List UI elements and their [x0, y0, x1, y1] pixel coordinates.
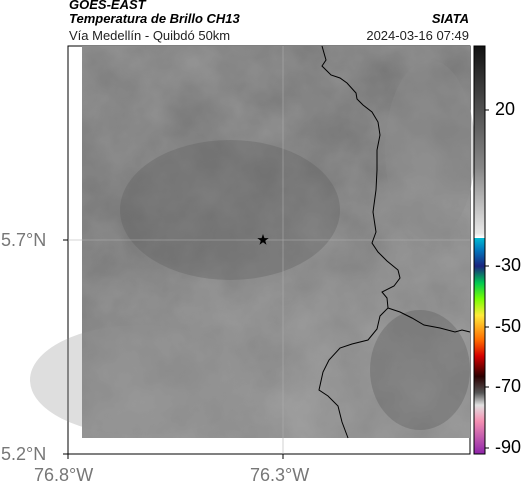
- timestamp-label: 2024-03-16 07:49: [366, 28, 469, 43]
- product-title: Temperatura de Brillo CH13: [69, 11, 240, 26]
- colorbar-tick-label: -50: [495, 316, 522, 336]
- department-border: [318, 45, 401, 439]
- colorbar: [473, 45, 486, 455]
- agency-label: SIATA: [431, 11, 469, 26]
- star-marker: [257, 234, 269, 245]
- satellite-title: GOES-EAST: [69, 0, 146, 12]
- cloud-texture: [82, 46, 470, 438]
- lon-label: 76.8°W: [34, 465, 94, 485]
- lon-label: 76.3°W: [250, 465, 310, 485]
- colorbar-tick-label: 20: [495, 99, 516, 119]
- cold-cloud-patch: [120, 140, 340, 280]
- cold-cloud-patch: [370, 310, 470, 430]
- warm-area: [30, 325, 250, 435]
- colorbar-tick-label: -90: [495, 437, 522, 457]
- warm-area: [385, 60, 475, 240]
- colorbar-tick-label: -70: [495, 376, 522, 396]
- colorbar-tick-label: -30: [495, 255, 522, 275]
- lat-label: 5.7°N: [1, 230, 47, 250]
- region-label: Vía Medellín - Quibdó 50km: [69, 28, 231, 43]
- lat-label: 5.2°N: [1, 444, 47, 464]
- department-border: [387, 307, 471, 333]
